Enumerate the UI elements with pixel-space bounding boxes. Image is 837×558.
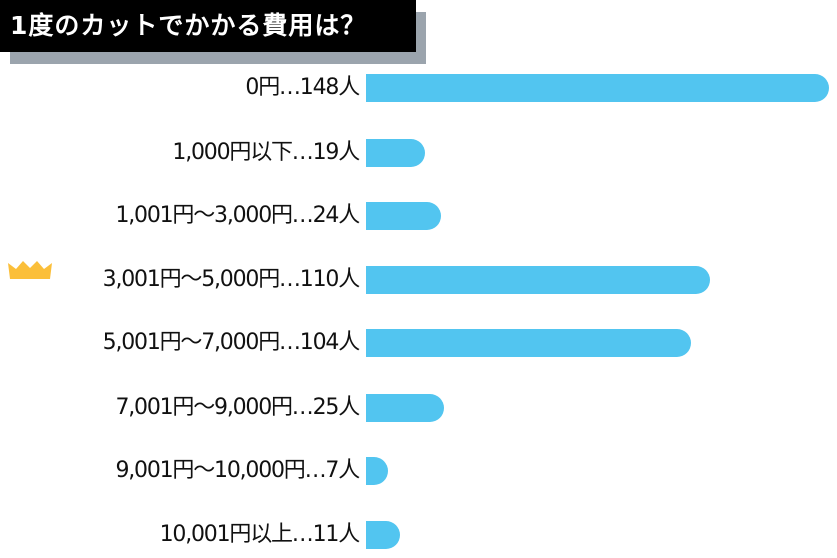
bar-label: 1,000円以下…19人 (172, 140, 360, 165)
bar-label: 0円…148人 (245, 75, 360, 100)
bar (366, 202, 441, 230)
bar (366, 394, 444, 422)
bar-label: 10,001円以上…11人 (159, 522, 361, 547)
bar (366, 266, 710, 294)
bar-label: 7,001円〜9,000円…25人 (115, 395, 360, 420)
bar-row: 7,001円〜9,000円…25人 (0, 393, 837, 423)
bar-row: 10,001円以上…11人 (0, 520, 837, 550)
crown-icon (8, 261, 52, 279)
bar-row: 3,001円〜5,000円…110人 (0, 261, 837, 295)
bar-label: 1,001円〜3,000円…24人 (115, 203, 360, 228)
bar-row: 1,000円以下…19人 (0, 138, 837, 168)
bar (366, 521, 400, 549)
bar (366, 139, 425, 167)
chart-title: 1度のカットでかかる費用は？ (0, 0, 416, 52)
bar-row: 5,001円〜7,000円…104人 (0, 328, 837, 358)
bar-row: 0円…148人 (0, 73, 837, 103)
bar (366, 329, 691, 357)
bar-row: 1,001円〜3,000円…24人 (0, 201, 837, 231)
bar-label: 3,001円〜5,000円…110人 (102, 267, 361, 292)
bar (366, 74, 829, 102)
bar (366, 457, 388, 485)
bar-label: 9,001円〜10,000円…7人 (115, 458, 360, 483)
bar-row: 9,001円〜10,000円…7人 (0, 456, 837, 486)
bar-label: 5,001円〜7,000円…104人 (102, 330, 361, 355)
